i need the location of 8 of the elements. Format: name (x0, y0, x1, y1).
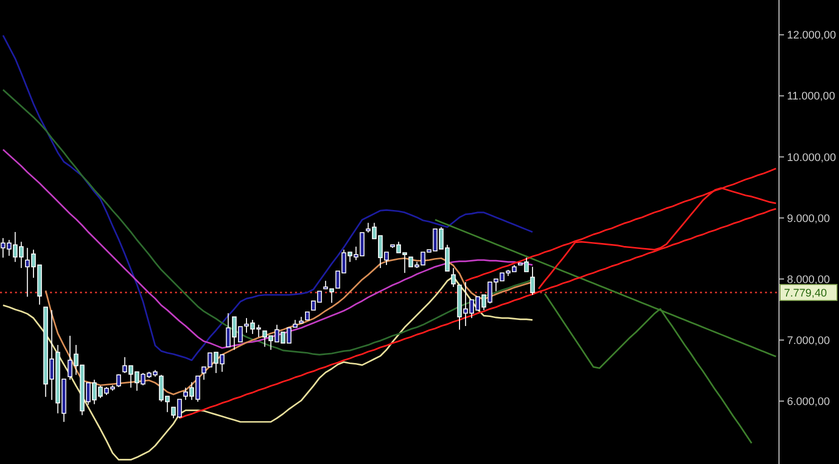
y-tick-label: 12.000,00 (787, 30, 836, 42)
y-tick-label: 8.000,00 (787, 274, 830, 286)
y-tick-label: 11.000,00 (787, 90, 836, 103)
y-tick-label: 9.000,00 (787, 212, 830, 225)
ref-line-label: 7.779,40 (784, 287, 827, 300)
y-tick-label: 7.000,00 (787, 334, 830, 347)
y-tick-label: 10.000,00 (787, 152, 836, 164)
y-tick-label: 6.000,00 (787, 396, 830, 408)
